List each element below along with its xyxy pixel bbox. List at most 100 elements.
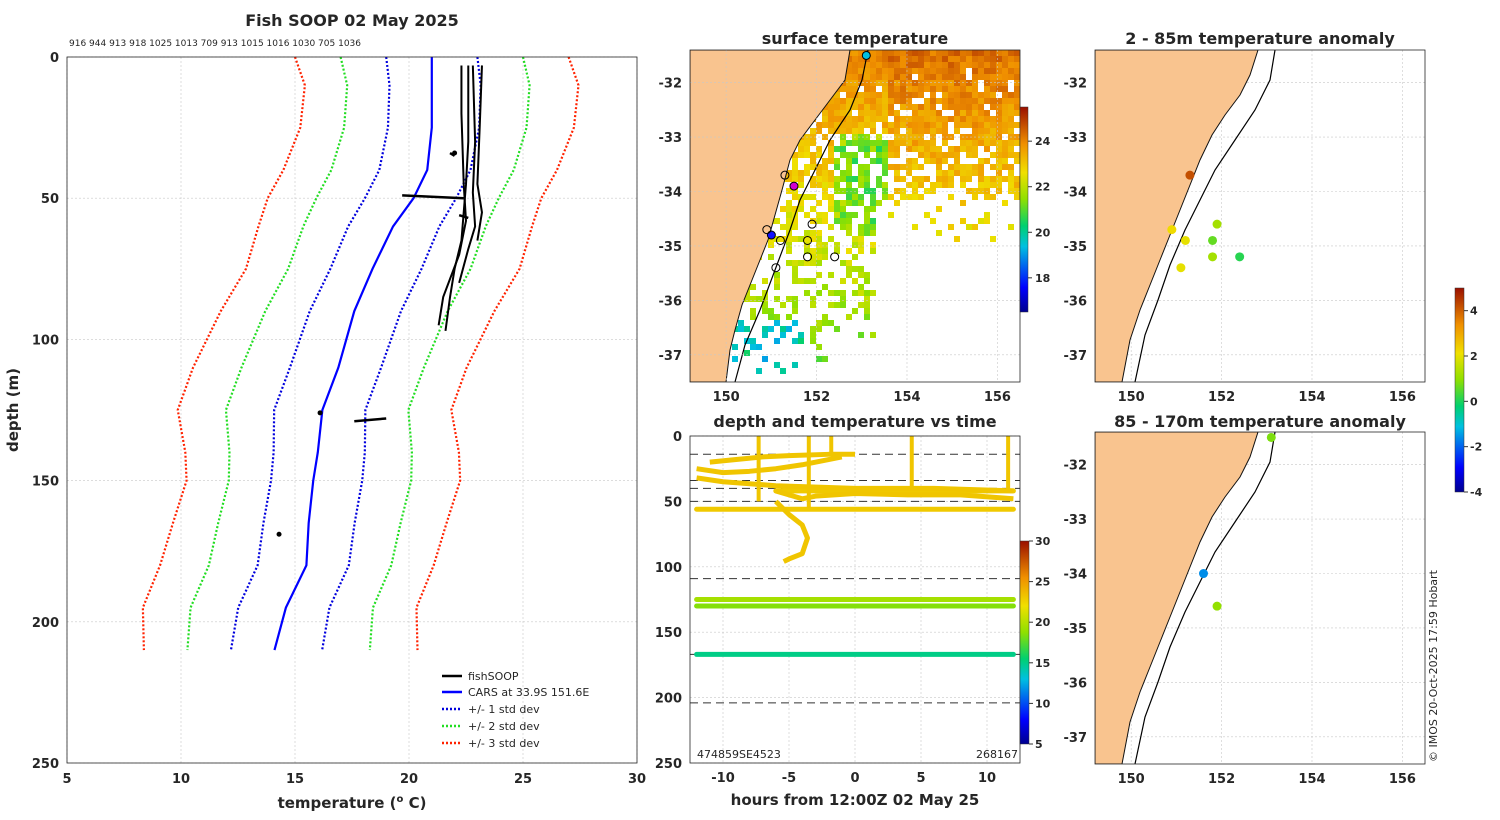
sst-pixel [864, 314, 870, 320]
sst-pixel [1008, 152, 1014, 158]
sst-pixel [888, 56, 894, 62]
sst-pixel [924, 110, 930, 116]
sst-pixel [1002, 74, 1008, 80]
sst-pixel [798, 140, 804, 146]
sst-pixel [840, 152, 846, 158]
sst-pixel [972, 194, 978, 200]
sst-pixel [834, 116, 840, 122]
sst-pixel [846, 98, 852, 104]
cast-count-row: 916 944 913 918 1025 1013 709 913 1015 1… [69, 39, 361, 49]
sst-pixel [1008, 116, 1014, 122]
sst-pixel [888, 92, 894, 98]
sst-pixel [942, 182, 948, 188]
sst-pixel [978, 140, 984, 146]
sst-pixel [960, 140, 966, 146]
sst-pixel [996, 152, 1002, 158]
sst-pixel [828, 140, 834, 146]
sst-pixel [792, 308, 798, 314]
sst-pixel [852, 158, 858, 164]
anomaly-colorbar-label: 4 [1470, 305, 1478, 318]
sst-pixel [888, 104, 894, 110]
sst-pixel [870, 242, 876, 248]
profile-fishsoop-segment [354, 417, 387, 423]
sst-pixel [900, 188, 906, 194]
sst-pixel [810, 278, 816, 284]
sst-pixel [774, 314, 780, 320]
sst-pixel [858, 290, 864, 296]
sst-pixel [984, 68, 990, 74]
sst-pixel [996, 182, 1002, 188]
sst-pixel [888, 128, 894, 134]
sst-pixel [906, 74, 912, 80]
profile-panel: Fish SOOP 02 May 2025 916 944 913 918 10… [4, 11, 646, 812]
sst-pixel [1002, 68, 1008, 74]
sst-pixel [876, 104, 882, 110]
sst-pixel [984, 158, 990, 164]
sst-pixel [1002, 116, 1008, 122]
sst-pixel [882, 164, 888, 170]
sst-pixel [786, 236, 792, 242]
sst-pixel [990, 74, 996, 80]
sst-pixel [960, 146, 966, 152]
sst-pixel [792, 338, 798, 344]
sst-pixel [918, 62, 924, 68]
sst-pixel [834, 146, 840, 152]
sst-pixel [930, 188, 936, 194]
sst-pixel [984, 56, 990, 62]
sst-pixel [978, 68, 984, 74]
sst-pixel [888, 80, 894, 86]
sst-pixel [990, 122, 996, 128]
sst-pixel [894, 86, 900, 92]
sst-pixel [834, 242, 840, 248]
profile-title: Fish SOOP 02 May 2025 [245, 11, 459, 30]
sst-pixel [948, 176, 954, 182]
sst-pixel [1002, 146, 1008, 152]
sst-pixel [810, 230, 816, 236]
sst-pixel [858, 302, 864, 308]
sst-pixel [882, 152, 888, 158]
surface-xtick-label: 156 [984, 390, 1011, 405]
sst-pixel [834, 92, 840, 98]
sst-pixel [1008, 92, 1014, 98]
sst-pixel [810, 134, 816, 140]
sst-pixel [954, 74, 960, 80]
sst-pixel [792, 170, 798, 176]
sst-pixel [876, 140, 882, 146]
sst-pixel [894, 110, 900, 116]
sst-pixel [1008, 56, 1014, 62]
sst-pixel [1002, 110, 1008, 116]
profile-frame [66, 56, 638, 764]
anomaly-colorbar-label: 2 [1470, 350, 1478, 363]
sst-pixel [966, 176, 972, 182]
surface-ytick-label: -32 [659, 77, 683, 92]
anomaly-deep-xtick-label: 156 [1389, 772, 1416, 787]
sst-pixel [990, 182, 996, 188]
sst-pixel [912, 80, 918, 86]
depth-time-trace [775, 488, 1014, 502]
sst-pixel [762, 296, 768, 302]
sst-pixel [984, 122, 990, 128]
sst-pixel [972, 140, 978, 146]
sst-pixel [882, 62, 888, 68]
profile-ytick-label: 200 [32, 616, 59, 631]
sst-pixel [888, 98, 894, 104]
sst-pixel [918, 80, 924, 86]
sst-pixel [972, 56, 978, 62]
sst-pixel [804, 242, 810, 248]
sst-pixel [768, 314, 774, 320]
sst-pixel [960, 110, 966, 116]
sst-pixel [894, 92, 900, 98]
sst-pixel [894, 128, 900, 134]
sst-pixel [822, 242, 828, 248]
sst-pixel [870, 122, 876, 128]
sst-pixel [1008, 188, 1014, 194]
sst-pixel [816, 248, 822, 254]
sst-pixel [924, 116, 930, 122]
profile-xtick-label: 25 [514, 772, 532, 787]
anomaly-colorbar-label: -4 [1470, 486, 1483, 499]
surface-colorbar [1019, 106, 1029, 313]
sst-pixel [852, 188, 858, 194]
sst-pixel [972, 92, 978, 98]
sst-pixel [864, 140, 870, 146]
sst-pixel [912, 188, 918, 194]
